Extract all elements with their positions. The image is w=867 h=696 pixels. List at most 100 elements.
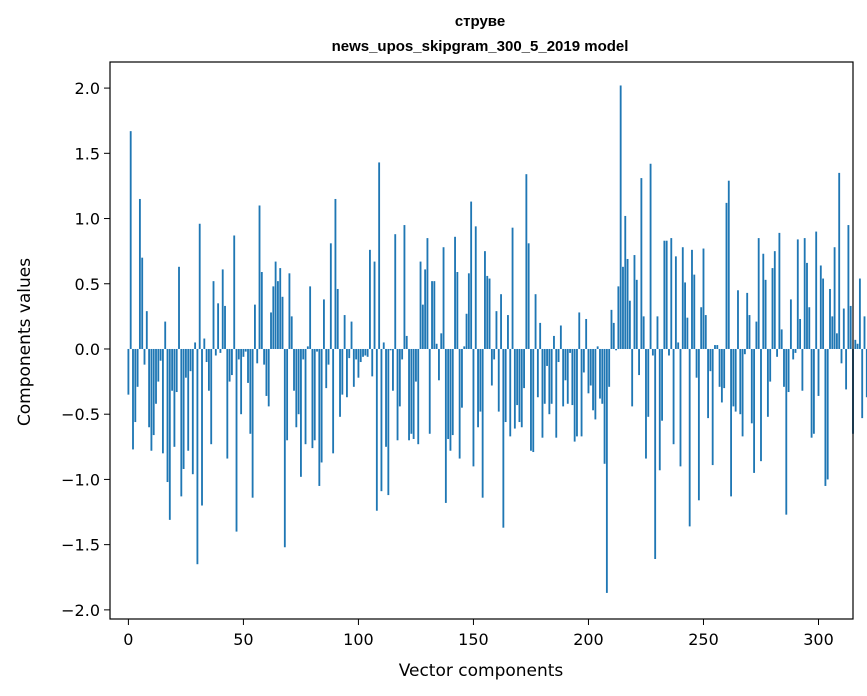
bar — [578, 312, 581, 349]
bar — [228, 348, 231, 382]
bar — [847, 225, 850, 349]
bar — [166, 348, 169, 483]
bar — [831, 316, 834, 349]
bar — [286, 348, 289, 441]
bar — [686, 317, 689, 349]
bar — [858, 278, 861, 349]
bar — [415, 348, 417, 382]
bar — [306, 346, 309, 349]
bar — [691, 249, 693, 349]
bar — [240, 348, 243, 415]
bar — [387, 348, 390, 496]
bar — [633, 255, 636, 349]
bar — [518, 348, 521, 423]
bar — [311, 348, 314, 449]
bar — [378, 162, 381, 349]
bar — [350, 321, 353, 349]
bar — [297, 348, 300, 415]
bar — [787, 348, 790, 393]
y-axis-label: Components values — [15, 258, 35, 426]
bar — [835, 333, 838, 349]
bar — [251, 348, 254, 498]
bar — [362, 348, 364, 357]
bar — [364, 348, 367, 356]
bar — [385, 348, 387, 447]
bar — [603, 348, 606, 464]
bar — [316, 348, 318, 352]
bar — [645, 348, 647, 459]
bar — [520, 348, 523, 428]
chart-subtitle: news_upos_skipgram_300_5_2019 model — [332, 38, 629, 55]
bar — [189, 348, 192, 372]
bar — [132, 348, 134, 450]
bar — [806, 262, 808, 349]
bar — [760, 348, 762, 462]
plot-frame — [109, 61, 854, 620]
bar — [196, 348, 199, 565]
bar — [794, 348, 797, 353]
bar — [394, 234, 397, 349]
bar — [472, 348, 475, 467]
bar — [656, 316, 659, 349]
bar — [214, 348, 217, 356]
bar — [288, 273, 291, 349]
bar — [451, 348, 454, 436]
bar — [778, 232, 781, 349]
bar — [295, 348, 298, 428]
bar — [539, 322, 542, 349]
bar — [822, 278, 825, 349]
bar — [714, 345, 716, 349]
bar — [396, 348, 399, 441]
x-tick-label: 250 — [688, 630, 719, 649]
bar — [145, 311, 148, 349]
bar — [854, 339, 857, 349]
bar — [716, 345, 719, 349]
bar — [856, 343, 859, 349]
bar — [718, 348, 721, 387]
bar — [507, 315, 509, 349]
bar — [725, 202, 728, 349]
bar — [302, 348, 305, 360]
bar — [576, 348, 578, 437]
bar — [622, 266, 624, 349]
bar — [824, 348, 827, 486]
bar — [327, 348, 330, 365]
bar — [523, 348, 525, 389]
x-tick-label: 100 — [343, 630, 374, 649]
x-tick-label: 50 — [233, 630, 253, 649]
bar — [585, 318, 588, 349]
bar — [803, 238, 806, 349]
bar — [152, 348, 155, 436]
bar — [474, 226, 477, 349]
bar — [842, 308, 845, 349]
y-tick-label: −1.0 — [61, 470, 100, 489]
bar — [357, 348, 360, 378]
bar — [217, 303, 220, 349]
bar — [536, 348, 539, 398]
bar — [403, 225, 406, 349]
x-tick-label: 150 — [458, 630, 489, 649]
bar — [799, 318, 802, 349]
bar — [171, 348, 174, 391]
bar — [477, 348, 479, 428]
bar — [136, 348, 139, 387]
bar — [359, 348, 362, 363]
bar — [168, 348, 171, 520]
bar — [513, 348, 516, 429]
bar — [684, 282, 686, 349]
bar — [382, 342, 385, 349]
bar — [401, 348, 404, 360]
x-tick-label: 200 — [573, 630, 604, 649]
bar — [134, 348, 137, 423]
bar — [332, 348, 335, 454]
bar — [481, 348, 484, 498]
bar — [173, 348, 176, 447]
bar — [408, 348, 410, 441]
bar — [785, 348, 788, 515]
bar — [764, 279, 767, 349]
bar — [569, 348, 571, 353]
bar — [819, 265, 822, 349]
bar — [405, 335, 408, 349]
bar — [463, 346, 466, 349]
bar — [702, 248, 705, 349]
